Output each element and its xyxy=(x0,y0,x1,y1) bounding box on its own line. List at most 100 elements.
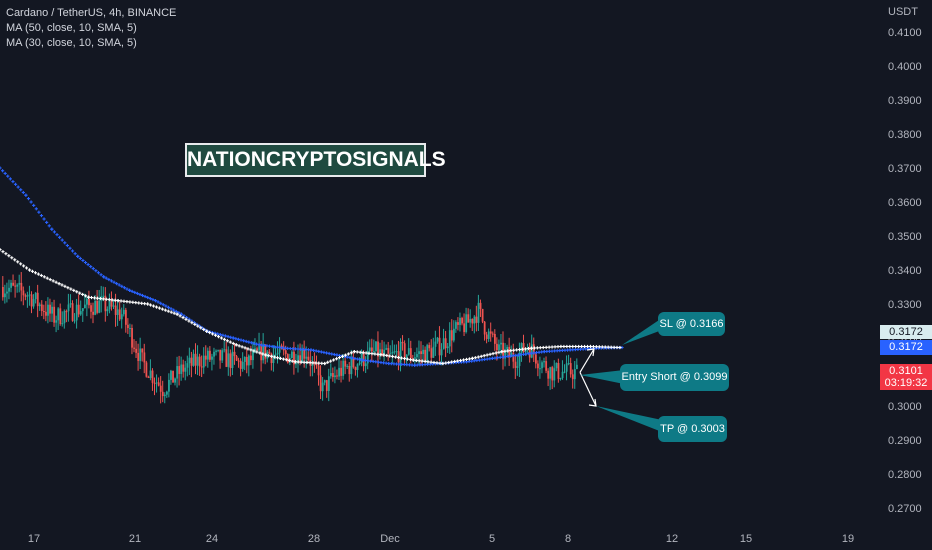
take-profit-annotation[interactable]: TP @ 0.3003 xyxy=(658,416,727,442)
candle-body xyxy=(84,304,86,309)
y-tick-label: 0.2800 xyxy=(888,469,922,481)
candle-body xyxy=(567,363,570,365)
candle-body xyxy=(354,367,357,370)
candle-body xyxy=(116,309,119,315)
candle-body xyxy=(180,364,183,374)
candle-body xyxy=(455,322,457,329)
candle-body xyxy=(436,337,439,342)
stop-loss-annotation[interactable]: SL @ 0.3166 xyxy=(658,312,725,336)
candle-body xyxy=(459,317,461,325)
candle-body xyxy=(553,368,556,381)
candle-body xyxy=(108,300,111,310)
candle-body xyxy=(508,346,511,358)
candle-body xyxy=(297,355,299,364)
price-axis[interactable]: USDT 0.4100 0.4000 0.3900 0.3800 0.3700 0.360… xyxy=(888,6,922,515)
candle-body xyxy=(43,311,45,313)
ma50-price-tag: 0.3172 xyxy=(880,340,932,355)
candle-body xyxy=(65,311,68,313)
x-tick-label: Dec xyxy=(380,533,400,545)
candle-body xyxy=(549,367,552,379)
y-tick-label: 0.4100 xyxy=(888,27,922,39)
candle-body xyxy=(520,343,523,353)
candle-body xyxy=(547,370,550,379)
candle-body xyxy=(334,375,336,378)
candle-body xyxy=(38,304,41,307)
candle-body xyxy=(485,334,488,339)
candle-body xyxy=(471,319,474,324)
candle-body xyxy=(127,324,129,329)
candle-body xyxy=(192,353,195,366)
candle-body xyxy=(204,355,207,360)
time-axis[interactable]: 17 21 24 28 Dec 5 8 12 15 19 xyxy=(28,533,854,545)
candle-body xyxy=(209,350,211,360)
candle-body xyxy=(330,373,332,377)
candle-body xyxy=(174,378,176,383)
candle-body xyxy=(453,328,455,341)
candle-body xyxy=(143,352,146,363)
candle-body xyxy=(260,344,263,361)
candle-body xyxy=(129,327,131,329)
candle-body xyxy=(122,309,125,315)
candle-body xyxy=(422,349,425,355)
candle-body xyxy=(469,319,472,323)
entry-short-annotation[interactable]: Entry Short @ 0.3099 xyxy=(620,364,729,391)
candle-body xyxy=(555,363,558,369)
tp-callout-pointer xyxy=(596,406,662,432)
candle-body xyxy=(565,363,568,372)
candle-body xyxy=(381,349,384,355)
candle-body xyxy=(262,344,265,361)
candle-body xyxy=(340,367,343,376)
x-tick-label: 21 xyxy=(129,533,141,545)
candle-body xyxy=(2,287,4,298)
candle-body xyxy=(473,316,476,324)
candle-body xyxy=(342,360,345,376)
candle-body xyxy=(414,357,416,359)
candle-body xyxy=(182,364,185,372)
candle-body xyxy=(301,349,304,363)
candle-body xyxy=(371,347,373,352)
candle-body xyxy=(403,343,406,359)
candle-body xyxy=(438,337,441,356)
candle-body xyxy=(545,361,548,371)
y-tick-label: 0.3000 xyxy=(888,401,922,413)
candle-body xyxy=(446,346,449,349)
candle-body xyxy=(535,354,537,364)
candle-body xyxy=(475,316,478,323)
candle-body xyxy=(229,353,232,369)
candle-body xyxy=(373,351,375,353)
candle-body xyxy=(30,294,33,307)
candle-body xyxy=(500,342,502,345)
x-tick-label: 24 xyxy=(206,533,218,545)
candle-body xyxy=(207,350,209,360)
candle-body xyxy=(73,320,76,322)
candle-body xyxy=(235,356,238,361)
candle-body xyxy=(256,348,258,351)
candle-body xyxy=(32,299,35,307)
candle-body xyxy=(94,300,97,315)
candle-body xyxy=(299,355,302,363)
candle-body xyxy=(409,348,412,359)
candle-body xyxy=(69,303,72,305)
candle-body xyxy=(8,287,10,292)
candle-body xyxy=(79,311,82,315)
candle-body xyxy=(51,306,53,314)
candle-body xyxy=(166,391,168,395)
candle-body xyxy=(139,348,142,361)
ma50-legend[interactable]: MA (50, close, 10, SMA, 5) xyxy=(6,22,137,34)
candle-body xyxy=(483,321,486,335)
candle-body xyxy=(241,361,244,369)
symbol-title[interactable]: Cardano / TetherUS, 4h, BINANCE xyxy=(6,7,177,19)
candle-body xyxy=(96,300,99,313)
y-tick-label: 0.3500 xyxy=(888,231,922,243)
candle-body xyxy=(434,341,437,347)
ma30-legend[interactable]: MA (30, close, 10, SMA, 5) xyxy=(6,37,137,49)
candle-body xyxy=(561,371,564,379)
candle-body xyxy=(120,314,123,320)
candle-body xyxy=(155,382,158,384)
y-tick-label: 0.3800 xyxy=(888,129,922,141)
bar-countdown: 03:19:32 xyxy=(884,377,928,389)
candle-body xyxy=(151,370,154,383)
candle-body xyxy=(291,351,293,358)
candle-body xyxy=(450,330,453,341)
